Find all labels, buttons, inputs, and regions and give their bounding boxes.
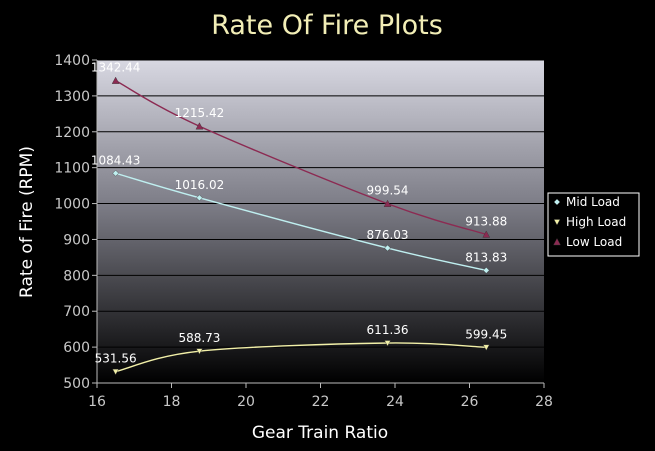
data-label-high-load: 611.36: [367, 323, 409, 337]
y-tick-labels: 500 600 700 800 900 1000 1100 1200 1300 1400: [54, 53, 90, 392]
data-point-high-load: [196, 348, 203, 355]
data-point-mid-load: [384, 244, 391, 252]
y-tick-label: 600: [63, 340, 90, 356]
data-point-high-load: [384, 340, 391, 347]
series-mid-load: [112, 169, 490, 274]
legend-label-mid-load: Mid Load: [566, 195, 620, 209]
data-point-mid-load: [482, 267, 490, 274]
y-tick-label: 900: [63, 232, 90, 248]
plot-area: [97, 60, 544, 383]
legend-label-low-load: Low Load: [566, 235, 622, 249]
legend-marker-low-load: [553, 238, 561, 246]
grid: [97, 59, 544, 384]
x-tick-label: 22: [312, 394, 330, 410]
x-tick-label: 24: [386, 394, 404, 410]
x-tick-label: 28: [535, 394, 553, 410]
data-point-mid-load: [112, 169, 119, 177]
data-label-mid-load: 1016.02: [175, 178, 225, 192]
x-tick-label: 26: [461, 394, 479, 410]
data-point-low-load: [111, 76, 120, 84]
data-point-low-load: [383, 199, 392, 207]
data-point-low-load: [195, 122, 204, 130]
data-label-low-load: 1342.44: [91, 61, 141, 75]
data-label-mid-load: 876.03: [367, 228, 409, 242]
data-label-high-load: 588.73: [178, 331, 220, 345]
series-line-mid-load: [115, 172, 487, 272]
data-label-high-load: 531.56: [95, 352, 137, 366]
series-low-load: [111, 76, 491, 238]
y-tick-label: 800: [63, 268, 90, 284]
data-point-mid-load: [196, 194, 203, 202]
series-line-high-load: [115, 342, 487, 373]
x-axis-title: Gear Train Ratio: [252, 423, 388, 443]
data-point-low-load: [482, 230, 491, 238]
y-tick-label: 1300: [54, 89, 90, 105]
x-tick-label: 18: [163, 394, 181, 410]
data-label-mid-load: 813.83: [465, 250, 507, 264]
y-tick-label: 500: [63, 376, 90, 392]
series-high-load: [112, 340, 490, 376]
legend-label-high-load: High Load: [566, 215, 626, 229]
y-tick-label: 1400: [54, 53, 90, 69]
x-tick-labels: 16 18 20 22 24 26 28: [88, 394, 553, 410]
legend-marker-high-load: [553, 219, 561, 226]
x-tick-label: 20: [237, 394, 255, 410]
legend-marker-mid-load: [553, 198, 561, 206]
data-label-low-load: 999.54: [367, 184, 409, 198]
data-label-mid-load: 1084.43: [91, 153, 141, 167]
chart-title: Rate Of Fire Plots: [211, 10, 443, 41]
x-tick-label: 16: [88, 394, 106, 410]
y-tick-label: 1100: [54, 161, 90, 177]
data-point-high-load: [482, 344, 490, 351]
data-label-low-load: 1215.42: [175, 106, 225, 120]
series-line-low-load: [115, 80, 487, 236]
axes: [92, 59, 545, 388]
data-point-high-load: [112, 368, 119, 376]
y-tick-label: 700: [63, 304, 90, 320]
y-tick-label: 1200: [54, 125, 90, 141]
legend: Mid Load High Load Low Load: [547, 192, 640, 257]
legend-box: [547, 192, 640, 257]
data-labels: 1084.43 1016.02 876.03 813.83 531.56 588.73 61…: [91, 61, 507, 366]
data-label-low-load: 913.88: [465, 214, 507, 228]
data-label-high-load: 599.45: [465, 327, 507, 341]
y-axis-title: Rate of Fire (RPM): [17, 146, 37, 298]
y-tick-label: 1000: [54, 197, 90, 213]
series-layer: [111, 76, 491, 376]
